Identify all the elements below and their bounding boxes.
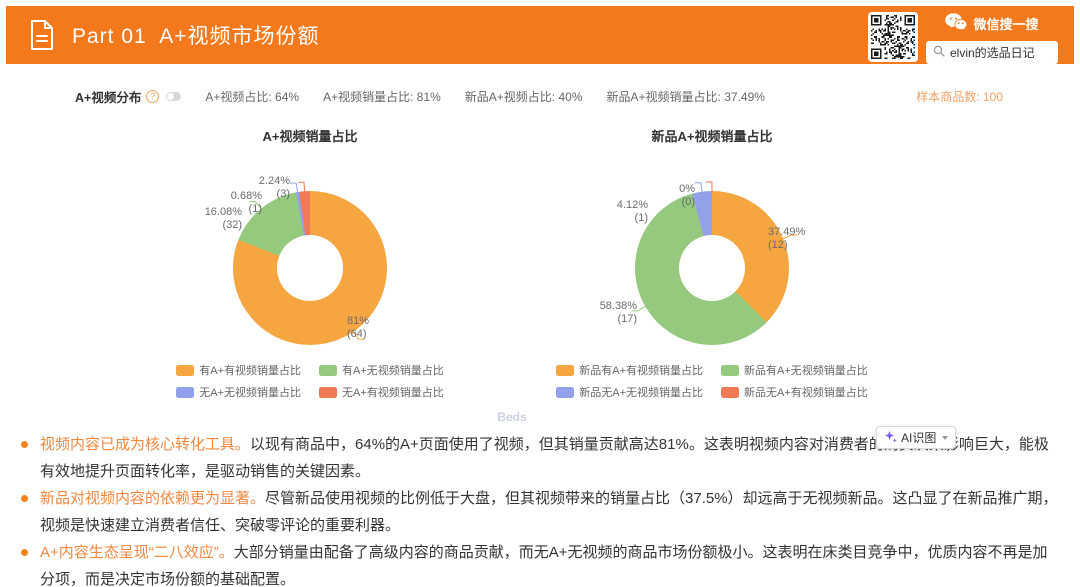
header-right-cluster: 微信搜一搜 elvin的选品日记 — [926, 13, 1058, 64]
slice-label: 16.08% (32) — [204, 206, 242, 231]
chart-title: A+视频销量占比 — [262, 129, 358, 144]
sample-count: 样本商品数: 100 — [916, 89, 1003, 104]
slice-label: 0% (0) — [679, 183, 695, 208]
chart-title: 新品A+视频销量占比 — [651, 129, 773, 144]
legend-label: 新品有A+无视频销量占比 — [744, 365, 868, 377]
question-circle-icon[interactable]: ? — [146, 89, 160, 103]
legend-swatch — [721, 364, 739, 376]
legend-label: 有A+无视频销量占比 — [342, 365, 444, 377]
chart-newitem-aplus-video-sales: 新品A+视频销量占比 37.49% (12) 58.38% (17) 4.12% (1) 0… — [532, 126, 892, 400]
slice-label: 4.12% (1) — [616, 199, 648, 224]
legend-swatch — [319, 364, 337, 376]
legend-label: 无A+无视频销量占比 — [199, 387, 301, 399]
legend-item[interactable]: 有A+无视频销量占比 — [319, 362, 444, 378]
chart-aplus-video-sales: A+视频销量占比 81% (64) 16.08% (32) 0.68% (1) 2.24%(… — [130, 126, 490, 400]
legend-item[interactable]: 新品有A+无视频销量占比 — [721, 362, 868, 378]
legend-item[interactable]: 无A+有视频销量占比 — [319, 384, 444, 400]
qr-code — [868, 12, 918, 62]
insight-item: 新品对视频内容的依赖更为显著。尽管新品使用视频的比例低于大盘，但其视频带来的销量… — [0, 485, 1062, 539]
search-value: elvin的选品日记 — [950, 46, 1035, 60]
legend-label: 新品有A+有视频销量占比 — [579, 365, 703, 377]
donut-plot: 81% (64) 16.08% (32) 0.68% (1) 2.24% (3) — [130, 148, 490, 360]
insight-lead: 视频内容已成为核心转化工具。 — [40, 436, 251, 453]
donut-chart[interactable] — [233, 191, 387, 345]
chart-legend: 新品有A+有视频销量占比 新品有A+无视频销量占比新品无A+无视频销量占比 新品无A… — [532, 362, 892, 400]
legend-item[interactable]: 有A+有视频销量占比 — [176, 362, 301, 378]
slice-label: 37.49% (12) — [768, 226, 806, 251]
donut-plot: 37.49% (12) 58.38% (17) 4.12% (1) 0% (0) — [532, 148, 892, 360]
slice-label: 2.24% (3) — [258, 175, 290, 200]
chevron-down-icon — [942, 435, 949, 440]
legend-item[interactable]: 新品无A+无视频销量占比 — [556, 384, 703, 400]
legend-item[interactable]: 新品无A+有视频销量占比 — [721, 384, 868, 400]
legend-label: 新品无A+有视频销量占比 — [744, 387, 868, 399]
insight-lead: 新品对视频内容的依赖更为显著。 — [40, 490, 266, 507]
insight-body: 以现有商品中，64%的A+页面使用了视频，但其销量贡献高达81%。这表明视频内容… — [40, 436, 1049, 480]
wechat-search-label: 微信搜一搜 — [973, 17, 1039, 32]
chart-legend: 有A+有视频销量占比 有A+无视频销量占比无A+无视频销量占比 无A+有视频销量占比 — [130, 362, 490, 400]
slice-label: 58.38% (17) — [599, 300, 637, 325]
legend-item[interactable]: 无A+无视频销量占比 — [176, 384, 301, 400]
ai-recognize-button[interactable]: AI识图 — [876, 426, 957, 449]
charts-row: A+视频销量占比 81% (64) 16.08% (32) 0.68% (1) 2.24%(… — [0, 126, 892, 400]
donut-chart[interactable] — [635, 191, 789, 345]
watermark-text: Beds — [497, 410, 527, 424]
legend-label: 新品无A+无视频销量占比 — [579, 387, 703, 399]
page-title: Part 01 A+视频市场份额 — [72, 25, 320, 48]
insight-item: A+内容生态呈现“二八效应”。大部分销量由配备了高级内容的商品贡献，而无A+无视… — [0, 539, 1062, 587]
stat-newitem-video-ratio: 新品A+视频占比: 40% — [464, 89, 583, 104]
legend-swatch — [556, 386, 575, 398]
stat-video-ratio: A+视频占比: 64% — [205, 89, 300, 104]
document-icon — [28, 19, 56, 51]
leader-lines — [249, 181, 365, 340]
legend-label: 无A+有视频销量占比 — [342, 387, 444, 399]
legend-swatch — [176, 386, 195, 398]
legend-swatch — [319, 386, 337, 398]
legend-swatch — [721, 386, 739, 398]
stat-newitem-video-sales-ratio: 新品A+视频销量占比: 37.49% — [606, 89, 765, 104]
legend-swatch — [556, 364, 575, 376]
wechat-icon — [945, 13, 968, 34]
insight-list: 视频内容已成为核心转化工具。以现有商品中，64%的A+页面使用了视频，但其销量贡… — [0, 431, 1080, 587]
toggle-icon[interactable] — [166, 91, 182, 101]
insight-body: 大部分销量由配备了高级内容的商品贡献，而无A+无视频的商品市场份额极小。这表明在… — [40, 544, 1048, 587]
wechat-search-row: 微信搜一搜 — [926, 13, 1058, 34]
stat-video-sales-ratio: A+视频销量占比: 81% — [323, 89, 441, 104]
insight-item: 视频内容已成为核心转化工具。以现有商品中，64%的A+页面使用了视频，但其销量贡… — [0, 431, 1062, 485]
slice-label: 0.68% (1) — [230, 190, 262, 215]
search-icon — [933, 44, 945, 62]
slice-label: 81% (64) — [347, 315, 370, 340]
ai-sparkle-icon — [884, 430, 897, 446]
stats-title: A+视频分布 — [75, 90, 142, 105]
stats-bar: A+视频分布 ? A+视频占比: 64% A+视频销量占比: 81% 新品A+视… — [75, 86, 1003, 106]
legend-item[interactable]: 新品有A+有视频销量占比 — [556, 362, 703, 378]
search-input[interactable]: elvin的选品日记 — [926, 41, 1058, 64]
leader-lines — [631, 181, 798, 312]
insight-body: 尽管新品使用视频的比例低于大盘，但其视频带来的销量占比（37.5%）却远高于无视… — [40, 490, 1058, 534]
ai-badge-label: AI识图 — [901, 431, 937, 445]
legend-label: 有A+有视频销量占比 — [199, 365, 301, 377]
legend-swatch — [176, 364, 195, 376]
insight-lead: A+内容生态呈现“二八效应”。 — [40, 544, 234, 561]
